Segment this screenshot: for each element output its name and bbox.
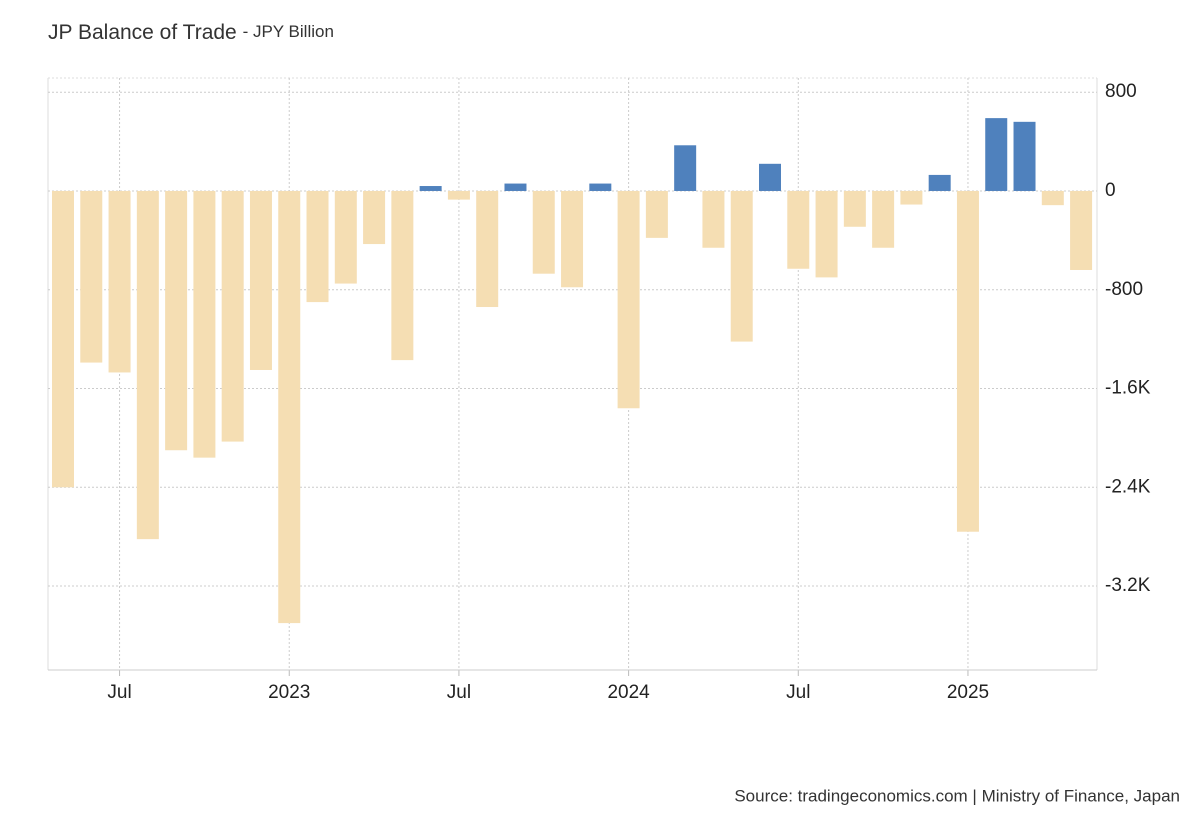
bar [674, 145, 697, 191]
y-tick-label: -800 [1105, 279, 1143, 300]
bar [52, 190, 74, 488]
bar [589, 183, 612, 191]
subtitle: - JPY Billion [243, 22, 334, 41]
bar [843, 190, 866, 227]
bar [193, 190, 216, 458]
bar [956, 190, 979, 532]
title: JP Balance of Trade [48, 21, 237, 44]
x-tick-label: Jul [786, 682, 810, 703]
bar [306, 190, 329, 303]
bar [900, 190, 923, 205]
bar [985, 118, 1008, 191]
bar [532, 190, 555, 274]
x-tick-label: Jul [447, 682, 471, 703]
bar [278, 190, 301, 624]
x-tick-label: Jul [107, 682, 131, 703]
bar [1013, 121, 1036, 191]
y-tick-label: 0 [1105, 180, 1116, 201]
bar [928, 174, 951, 191]
bar [221, 190, 244, 442]
bar [504, 183, 527, 191]
y-tick-label: -1.6K [1105, 378, 1151, 399]
bar [815, 190, 838, 278]
y-tick-label: -2.4K [1105, 476, 1151, 497]
bar [108, 190, 131, 373]
bar [136, 190, 159, 540]
bar [419, 186, 442, 191]
bar [561, 190, 584, 288]
bar [447, 190, 470, 200]
x-tick-label: 2023 [268, 682, 310, 703]
bar [759, 163, 781, 191]
bar [249, 190, 272, 370]
x-tick-label: 2024 [607, 682, 650, 703]
y-tick-label: 800 [1105, 81, 1137, 102]
bar [702, 190, 725, 248]
x-tick-label: 2025 [947, 682, 989, 703]
bar [645, 190, 668, 238]
bar [165, 190, 188, 451]
chart-title: JP Balance of Trade - JPY Billion [48, 21, 334, 44]
source: Source: tradingeconomics.com | Ministry … [734, 786, 1180, 805]
bar [391, 190, 414, 361]
bar [1070, 190, 1093, 270]
bar [617, 190, 640, 409]
bar [363, 190, 386, 245]
bar [476, 190, 499, 308]
bar [1041, 190, 1064, 206]
bar [80, 190, 103, 363]
bar [787, 190, 810, 269]
bar [872, 190, 895, 248]
bar [334, 190, 357, 284]
bar [730, 190, 753, 342]
y-tick-label: -3.2K [1105, 575, 1151, 596]
